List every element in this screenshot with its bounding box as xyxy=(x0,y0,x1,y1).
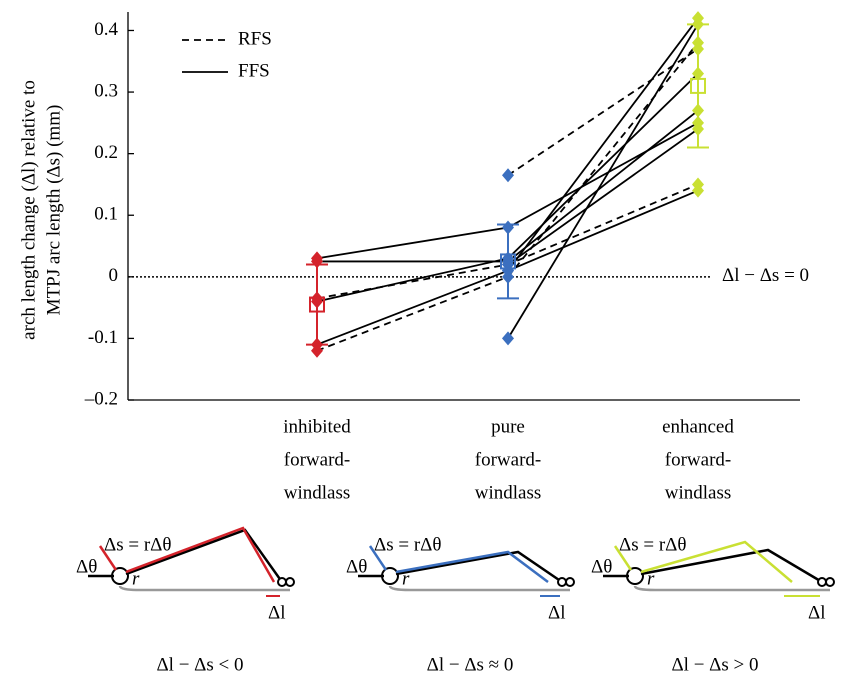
x-tick-label: windlass xyxy=(665,482,732,503)
base xyxy=(633,585,830,592)
arc-label: Δs = rΔθ xyxy=(619,534,686,555)
y-axis-label: MTPJ arc length (Δs) (mm) xyxy=(43,105,64,316)
arc-label: Δs = rΔθ xyxy=(104,534,171,555)
caption: Δl − Δs > 0 xyxy=(671,654,758,675)
toe xyxy=(368,545,388,571)
radius-label: r xyxy=(402,568,410,589)
y-tick-label: 0.4 xyxy=(94,19,118,40)
y-axis-label: arch length change (Δl) relative to xyxy=(18,80,39,340)
angle-label: Δθ xyxy=(591,556,612,577)
subject-line xyxy=(507,23,699,339)
angle-label: Δθ xyxy=(76,556,97,577)
toe xyxy=(98,545,118,571)
length-label: Δl xyxy=(808,602,826,623)
y-tick-label: 0.3 xyxy=(94,80,118,101)
base xyxy=(388,585,570,592)
arch-deformed xyxy=(640,540,793,583)
length-label: Δl xyxy=(268,602,286,623)
y-tick-label: 0 xyxy=(109,265,119,286)
y-tick-label: –0.2 xyxy=(84,388,118,409)
subject-line xyxy=(507,128,699,266)
x-tick-label: windlass xyxy=(284,482,351,503)
subject-line xyxy=(316,42,699,352)
legend-label: FFS xyxy=(238,60,270,81)
mean-marker xyxy=(690,77,706,94)
x-tick-label: pure xyxy=(491,416,525,437)
arch-deformed xyxy=(125,526,276,583)
heel xyxy=(565,577,575,587)
caption: Δl − Δs < 0 xyxy=(156,654,243,675)
data-point xyxy=(692,183,704,198)
x-tick-label: forward- xyxy=(284,449,350,470)
subject-line xyxy=(507,189,699,272)
arch-reference xyxy=(395,550,563,584)
angle-label: Δθ xyxy=(346,556,367,577)
subject-line xyxy=(507,48,699,176)
reference-label: Δl − Δs = 0 xyxy=(722,265,809,286)
arc-label: Δs = rΔθ xyxy=(374,534,441,555)
x-tick-label: forward- xyxy=(665,449,731,470)
x-tick-label: windlass xyxy=(475,482,542,503)
mean-marker xyxy=(500,253,516,270)
x-tick-label: forward- xyxy=(475,449,541,470)
mean-marker xyxy=(309,296,325,313)
joint xyxy=(111,567,129,585)
length-label: Δl xyxy=(548,602,566,623)
data-point xyxy=(502,331,514,346)
x-tick-label: enhanced xyxy=(662,416,734,437)
heel xyxy=(557,577,567,587)
y-tick-label: -0.1 xyxy=(88,327,118,348)
arch-deformed xyxy=(395,550,549,583)
joint xyxy=(626,567,644,585)
joint xyxy=(381,567,399,585)
heel xyxy=(277,577,287,587)
base xyxy=(118,585,290,592)
y-tick-label: 0.2 xyxy=(94,142,118,163)
heel xyxy=(825,577,835,587)
heel xyxy=(817,577,827,587)
caption: Δl − Δs ≈ 0 xyxy=(427,654,514,675)
x-tick-label: inhibited xyxy=(283,416,351,437)
radius-label: r xyxy=(132,568,140,589)
arch-reference xyxy=(640,548,823,584)
radius-label: r xyxy=(647,568,655,589)
data-point xyxy=(502,168,514,183)
y-tick-label: 0.1 xyxy=(94,204,118,225)
heel xyxy=(285,577,295,587)
legend-label: RFS xyxy=(238,28,272,49)
toe xyxy=(613,545,633,571)
